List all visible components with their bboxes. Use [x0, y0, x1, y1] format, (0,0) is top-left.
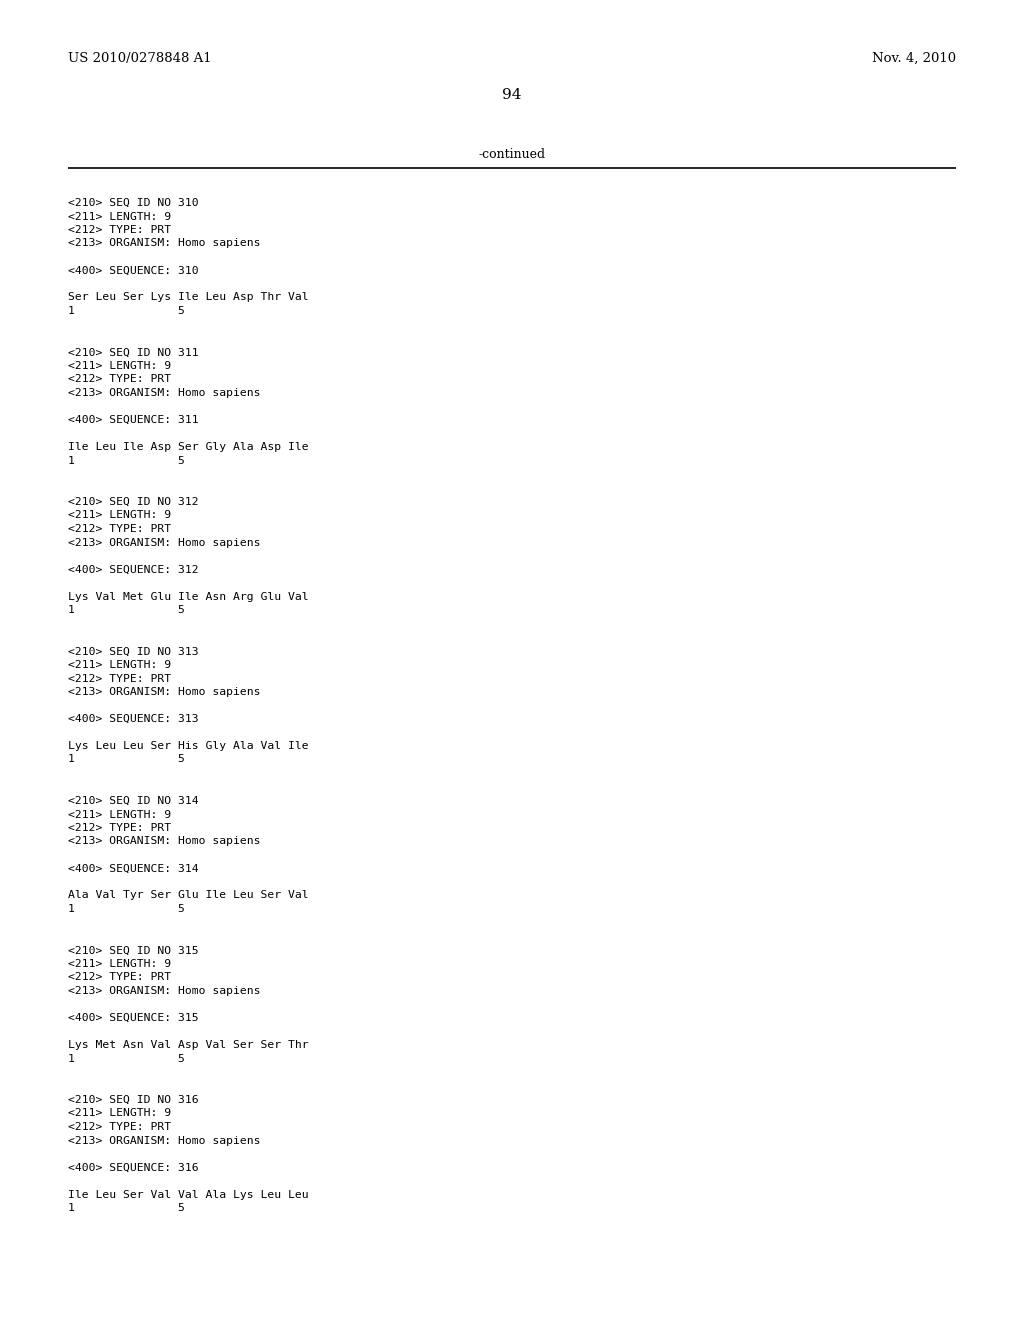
Text: <213> ORGANISM: Homo sapiens: <213> ORGANISM: Homo sapiens: [68, 986, 260, 997]
Text: <400> SEQUENCE: 316: <400> SEQUENCE: 316: [68, 1163, 199, 1172]
Text: <210> SEQ ID NO 310: <210> SEQ ID NO 310: [68, 198, 199, 209]
Text: <213> ORGANISM: Homo sapiens: <213> ORGANISM: Homo sapiens: [68, 1135, 260, 1146]
Text: <400> SEQUENCE: 311: <400> SEQUENCE: 311: [68, 414, 199, 425]
Text: Nov. 4, 2010: Nov. 4, 2010: [871, 51, 956, 65]
Text: 1               5: 1 5: [68, 904, 185, 913]
Text: <211> LENGTH: 9: <211> LENGTH: 9: [68, 360, 171, 371]
Text: <210> SEQ ID NO 316: <210> SEQ ID NO 316: [68, 1096, 199, 1105]
Text: <212> TYPE: PRT: <212> TYPE: PRT: [68, 224, 171, 235]
Text: 94: 94: [502, 88, 522, 102]
Text: <213> ORGANISM: Homo sapiens: <213> ORGANISM: Homo sapiens: [68, 239, 260, 248]
Text: -continued: -continued: [478, 148, 546, 161]
Text: Lys Leu Leu Ser His Gly Ala Val Ile: Lys Leu Leu Ser His Gly Ala Val Ile: [68, 741, 308, 751]
Text: <400> SEQUENCE: 310: <400> SEQUENCE: 310: [68, 265, 199, 276]
Text: <211> LENGTH: 9: <211> LENGTH: 9: [68, 511, 171, 520]
Text: Ile Leu Ser Val Val Ala Lys Leu Leu: Ile Leu Ser Val Val Ala Lys Leu Leu: [68, 1189, 308, 1200]
Text: <211> LENGTH: 9: <211> LENGTH: 9: [68, 809, 171, 820]
Text: 1               5: 1 5: [68, 755, 185, 764]
Text: Lys Val Met Glu Ile Asn Arg Glu Val: Lys Val Met Glu Ile Asn Arg Glu Val: [68, 591, 308, 602]
Text: <400> SEQUENCE: 315: <400> SEQUENCE: 315: [68, 1012, 199, 1023]
Text: US 2010/0278848 A1: US 2010/0278848 A1: [68, 51, 212, 65]
Text: <212> TYPE: PRT: <212> TYPE: PRT: [68, 673, 171, 684]
Text: <213> ORGANISM: Homo sapiens: <213> ORGANISM: Homo sapiens: [68, 388, 260, 399]
Text: <210> SEQ ID NO 311: <210> SEQ ID NO 311: [68, 347, 199, 358]
Text: <212> TYPE: PRT: <212> TYPE: PRT: [68, 822, 171, 833]
Text: <211> LENGTH: 9: <211> LENGTH: 9: [68, 211, 171, 222]
Text: <212> TYPE: PRT: <212> TYPE: PRT: [68, 973, 171, 982]
Text: Ile Leu Ile Asp Ser Gly Ala Asp Ile: Ile Leu Ile Asp Ser Gly Ala Asp Ile: [68, 442, 308, 451]
Text: <212> TYPE: PRT: <212> TYPE: PRT: [68, 524, 171, 535]
Text: <210> SEQ ID NO 312: <210> SEQ ID NO 312: [68, 498, 199, 507]
Text: <212> TYPE: PRT: <212> TYPE: PRT: [68, 1122, 171, 1133]
Text: 1               5: 1 5: [68, 1053, 185, 1064]
Text: <211> LENGTH: 9: <211> LENGTH: 9: [68, 660, 171, 671]
Text: 1               5: 1 5: [68, 1203, 185, 1213]
Text: <210> SEQ ID NO 313: <210> SEQ ID NO 313: [68, 647, 199, 656]
Text: Lys Met Asn Val Asp Val Ser Ser Thr: Lys Met Asn Val Asp Val Ser Ser Thr: [68, 1040, 308, 1049]
Text: <400> SEQUENCE: 314: <400> SEQUENCE: 314: [68, 863, 199, 874]
Text: 1               5: 1 5: [68, 306, 185, 315]
Text: <212> TYPE: PRT: <212> TYPE: PRT: [68, 375, 171, 384]
Text: <210> SEQ ID NO 315: <210> SEQ ID NO 315: [68, 945, 199, 956]
Text: Ser Leu Ser Lys Ile Leu Asp Thr Val: Ser Leu Ser Lys Ile Leu Asp Thr Val: [68, 293, 308, 302]
Text: <211> LENGTH: 9: <211> LENGTH: 9: [68, 1109, 171, 1118]
Text: <213> ORGANISM: Homo sapiens: <213> ORGANISM: Homo sapiens: [68, 537, 260, 548]
Text: <400> SEQUENCE: 313: <400> SEQUENCE: 313: [68, 714, 199, 723]
Text: <400> SEQUENCE: 312: <400> SEQUENCE: 312: [68, 565, 199, 574]
Text: 1               5: 1 5: [68, 455, 185, 466]
Text: 1               5: 1 5: [68, 605, 185, 615]
Text: <210> SEQ ID NO 314: <210> SEQ ID NO 314: [68, 796, 199, 807]
Text: <213> ORGANISM: Homo sapiens: <213> ORGANISM: Homo sapiens: [68, 686, 260, 697]
Text: <213> ORGANISM: Homo sapiens: <213> ORGANISM: Homo sapiens: [68, 837, 260, 846]
Text: <211> LENGTH: 9: <211> LENGTH: 9: [68, 960, 171, 969]
Text: Ala Val Tyr Ser Glu Ile Leu Ser Val: Ala Val Tyr Ser Glu Ile Leu Ser Val: [68, 891, 308, 900]
